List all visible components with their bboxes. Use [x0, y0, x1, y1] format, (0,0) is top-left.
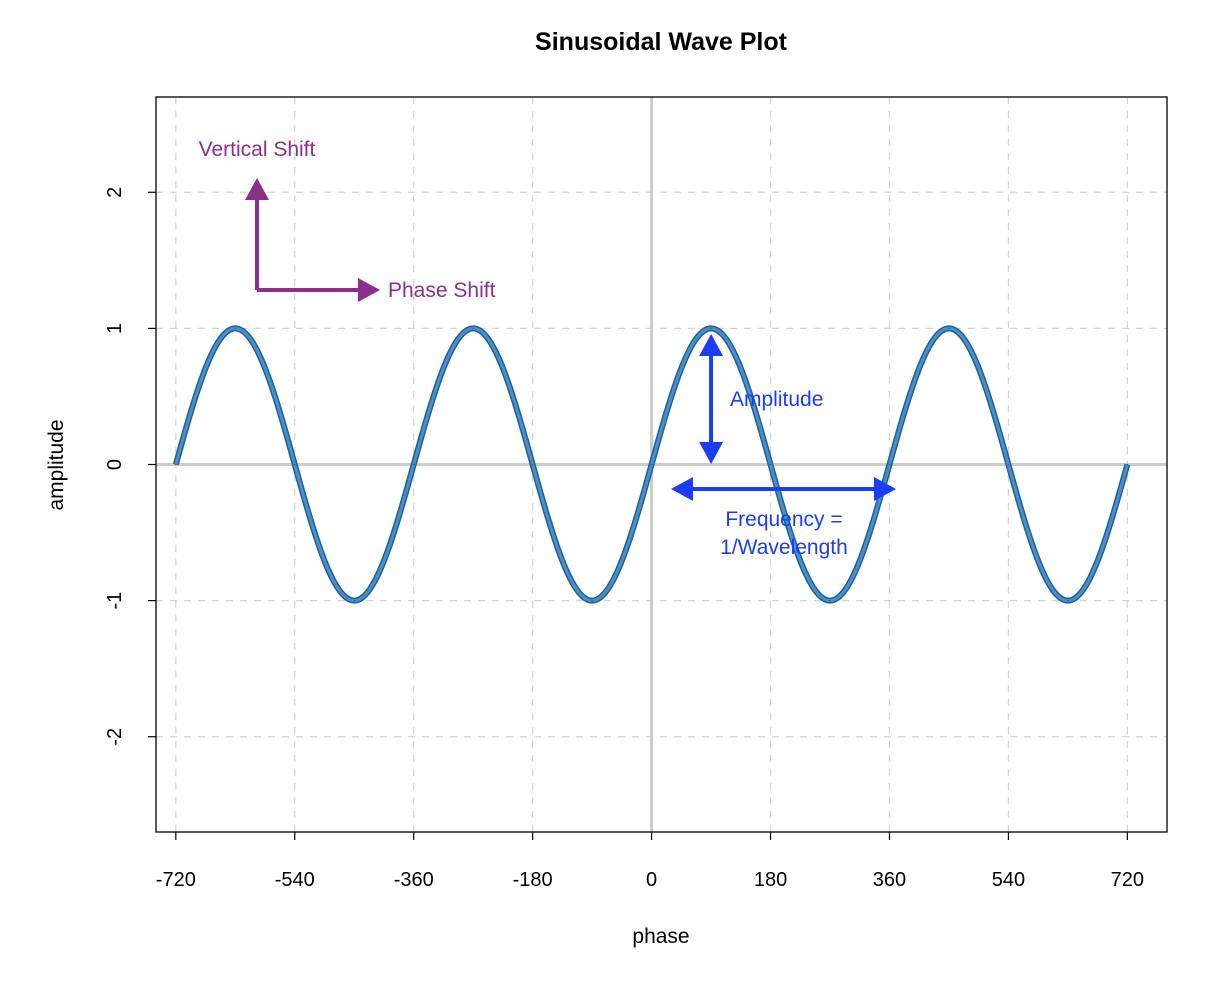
- data-point: [1007, 463, 1010, 466]
- data-point: [650, 463, 653, 466]
- x-tick-label: -720: [156, 869, 196, 891]
- y-axis: -2 -1 0 1 2: [104, 187, 156, 746]
- x-tick-label: 720: [1111, 869, 1144, 891]
- data-point: [175, 463, 177, 466]
- x-tick-label: -360: [394, 869, 434, 891]
- data-point: [948, 327, 950, 330]
- data-point: [888, 463, 891, 466]
- y-tick-label: -2: [104, 728, 126, 746]
- x-tick-label: -540: [275, 869, 315, 891]
- frequency-label-line-1: Frequency =: [725, 508, 842, 531]
- phase-shift-label: Phase Shift: [388, 279, 496, 302]
- x-tick-label: -180: [513, 869, 553, 891]
- x-tick-label: 180: [754, 869, 787, 891]
- data-point: [353, 599, 356, 602]
- y-axis-label: amplitude: [45, 419, 68, 510]
- data-point: [829, 599, 831, 602]
- data-point: [710, 327, 712, 330]
- data-point: [412, 463, 415, 466]
- y-tick-label: 0: [104, 459, 126, 470]
- data-point: [293, 463, 296, 466]
- chart-title: Sinusoidal Wave Plot: [535, 28, 788, 56]
- y-tick-label: 2: [104, 187, 126, 198]
- x-tick-label: 540: [992, 869, 1025, 891]
- amplitude-arrowhead-bottom: [699, 442, 724, 464]
- y-tick-label: 1: [104, 323, 126, 334]
- frequency-label-line-2: 1/Wavelength: [720, 536, 848, 559]
- y-tick-label: -1: [104, 592, 126, 610]
- data-point: [591, 599, 593, 602]
- annotations: Vertical Shift Phase Shift Amplitude Freque…: [199, 138, 896, 559]
- amplitude-label: Amplitude: [730, 388, 823, 411]
- data-point: [531, 463, 534, 466]
- data-point: [769, 463, 772, 466]
- x-tick-label: 360: [873, 869, 906, 891]
- amplitude-arrowhead-top: [699, 334, 724, 356]
- vertical-shift-label: Vertical Shift: [199, 138, 316, 161]
- wavelength-arrowhead-left: [671, 477, 693, 501]
- vertical-shift-arrowhead: [245, 178, 269, 200]
- x-axis-label: phase: [632, 925, 689, 948]
- data-point: [1126, 463, 1129, 466]
- data-point: [1067, 599, 1069, 602]
- x-tick-label: 0: [646, 869, 657, 891]
- zero-lines: [156, 97, 1167, 832]
- wavelength-arrowhead-right: [874, 477, 896, 501]
- data-point: [472, 327, 474, 330]
- phase-shift-arrowhead: [358, 278, 380, 302]
- x-axis: -720 -540 -360 -180 0 180 360 540 720: [156, 832, 1144, 891]
- series: [172, 325, 1131, 604]
- data-point: [234, 327, 237, 330]
